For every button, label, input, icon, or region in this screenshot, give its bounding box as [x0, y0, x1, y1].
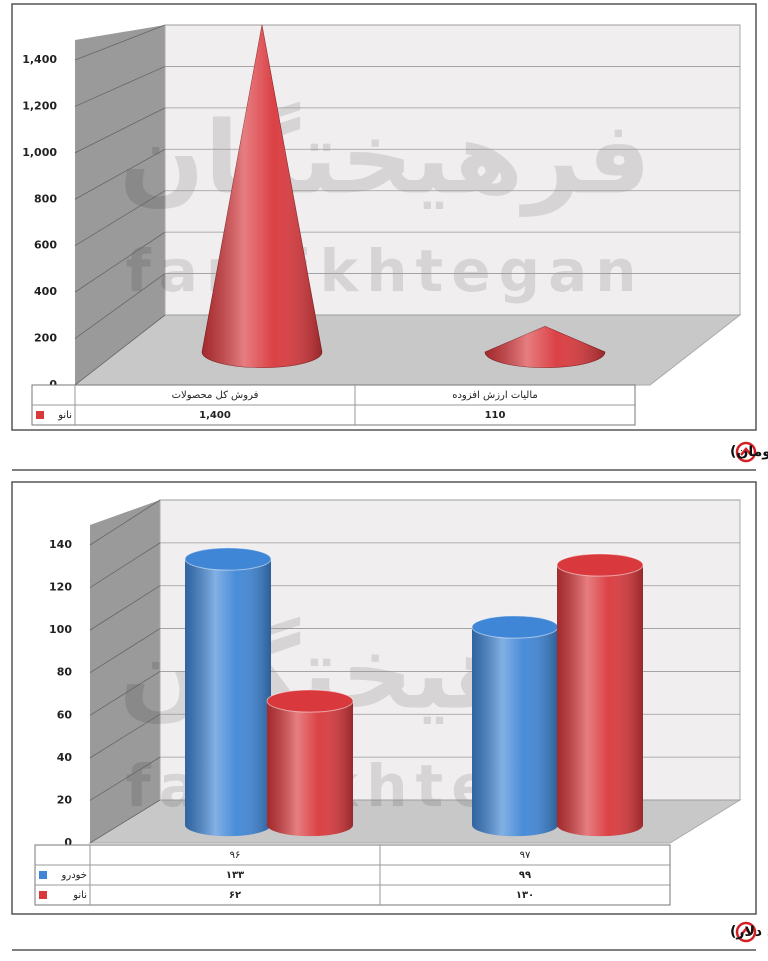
- y-tick-label: 100: [49, 623, 72, 636]
- cylinder-top: [266, 689, 354, 713]
- title-icon-chevron: [740, 447, 752, 456]
- y-tick-label: 1,000: [22, 146, 57, 159]
- y-tick-label: 1,200: [22, 99, 57, 112]
- chart-title: میزان فروش کل و سهم مالیات حوزه فناوری ن…: [730, 443, 768, 460]
- grid-line: [74, 148, 166, 200]
- title-icon-chevron: [740, 927, 752, 936]
- legend-swatch: [39, 871, 47, 879]
- grid-line: [74, 231, 166, 293]
- grid-line: [74, 66, 166, 107]
- category-label: ۹۷: [520, 850, 531, 861]
- legend-swatch: [39, 891, 47, 899]
- y-tick-label: 140: [49, 538, 72, 551]
- grid-line: [89, 671, 161, 716]
- legend-label: نانو: [72, 890, 87, 901]
- value-label: ۶۲: [229, 890, 241, 901]
- y-tick-label: 600: [34, 239, 57, 252]
- chart-title: مقایسه میزان صادرات محصولات نانویی با صن…: [730, 924, 768, 940]
- grid-line: [89, 628, 161, 674]
- legend-label: خودرو: [61, 870, 87, 881]
- cylinder-top: [471, 615, 559, 639]
- watermark: فرهیختگان: [119, 99, 651, 217]
- grid-line: [89, 499, 161, 546]
- side-wall: [90, 500, 160, 843]
- grid-line: [89, 799, 161, 844]
- cylinder-shade: [267, 701, 353, 837]
- grid-line: [74, 314, 166, 386]
- grid-line: [74, 190, 166, 247]
- cylinder-shade: [185, 559, 271, 837]
- grid-line: [74, 273, 166, 339]
- category-label: مالیات ارزش افزوده: [452, 390, 538, 401]
- cone: [201, 24, 323, 368]
- cone: [484, 325, 606, 368]
- cylinder-top: [556, 553, 644, 577]
- cone-shade: [202, 25, 322, 368]
- y-tick-label: 40: [57, 751, 73, 764]
- y-tick-label: 800: [34, 192, 57, 205]
- category-label: فروش کل محصولات: [172, 390, 259, 401]
- y-tick-label: 60: [57, 708, 73, 721]
- category-label: ۹۶: [230, 850, 241, 861]
- value-label: ۹۹: [519, 870, 531, 881]
- value-label: 110: [485, 410, 506, 421]
- cylinder-shade: [557, 565, 643, 837]
- cylinder-shade: [472, 627, 558, 837]
- y-tick-label: 400: [34, 285, 57, 298]
- y-tick-label: 1,400: [22, 53, 57, 66]
- cylinder: [266, 689, 354, 837]
- floor: [73, 314, 742, 386]
- cylinder: [556, 553, 644, 837]
- side-wall: [75, 25, 165, 385]
- grid-line: [89, 585, 161, 631]
- cylinder: [184, 547, 272, 837]
- y-tick-label: 200: [34, 332, 57, 345]
- title-icon: [735, 921, 757, 943]
- y-tick-label: 120: [49, 581, 72, 594]
- cylinder: [471, 615, 559, 837]
- value-label: 1,400: [199, 410, 231, 421]
- watermark: farhikhtegan: [125, 237, 644, 305]
- y-tick-label: 20: [57, 793, 73, 806]
- grid-line: [74, 24, 166, 61]
- cylinder-top: [184, 547, 272, 571]
- y-tick-label: 80: [57, 666, 73, 679]
- cone-shade: [485, 326, 605, 368]
- legend-swatch: [36, 411, 44, 419]
- y-tick-label: 0: [64, 836, 72, 849]
- value-label: ۱۳۳: [226, 870, 244, 881]
- legend-label: نانو: [57, 410, 72, 421]
- grid-line: [89, 713, 161, 759]
- title-icon: [735, 441, 757, 463]
- grid-line: [89, 756, 161, 801]
- value-label: ۱۳۰: [516, 890, 534, 901]
- grid-line: [74, 107, 166, 154]
- data-table: [34, 844, 671, 906]
- grid-line: [89, 542, 161, 588]
